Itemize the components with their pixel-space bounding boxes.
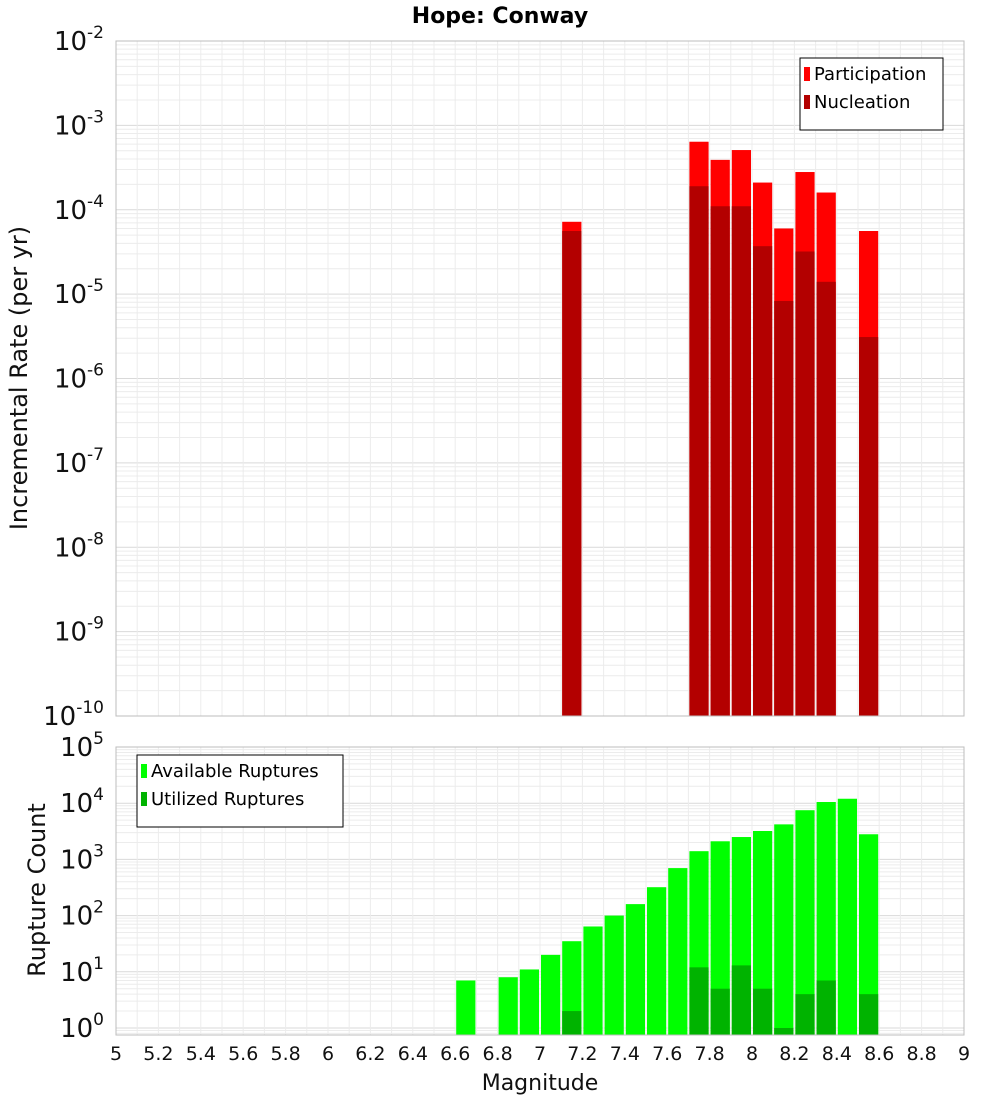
y-tick-labels: 105 104 103 102 101 100 [60,729,104,1044]
x-tick-labels: 5 5.2 5.4 5.6 5.8 6 6.2 6.4 6.6 6.8 7 7.2 7.4 7.6 7.8 8… [110,1043,970,1065]
count-bar-available-ruptures [583,926,603,1035]
rate-bar-nucleation [774,300,794,716]
x-tick-label: 8.6 [864,1043,894,1065]
rate-bar-nucleation [562,230,582,716]
x-tick-label: 7.6 [652,1043,682,1065]
x-tick-label: 8.2 [779,1043,809,1065]
x-tick-label: 7.2 [567,1043,597,1065]
x-tick-label: 5.2 [143,1043,173,1065]
legend-swatch [804,67,810,81]
count-bar-utilized-ruptures [731,965,751,1035]
count-bar-utilized-ruptures [859,994,879,1035]
x-axis-label: Magnitude [482,1071,599,1096]
chart-title: Hope: Conway [412,4,588,29]
x-tick-label: 8.8 [906,1043,936,1065]
count-bar-utilized-ruptures [689,967,709,1035]
y-tick-label: 104 [60,785,104,819]
x-tick-label: 5 [110,1043,122,1065]
series-utilized-ruptures [562,965,879,1035]
legend-entry-utilized-ruptures: Utilized Ruptures [151,789,304,810]
plot-frame [115,40,965,717]
grid [115,40,965,717]
legend: Participation Nucleation [799,57,944,131]
legend-entry-participation: Participation [814,64,926,85]
count-bar-available-ruptures [816,802,836,1035]
x-tick-label: 8.4 [822,1043,852,1065]
count-bar-available-ruptures [647,887,667,1035]
count-bar-available-ruptures [859,834,879,1035]
rate-bar-nucleation [731,206,751,716]
rate-bar-nucleation [710,206,730,716]
count-bar-utilized-ruptures [795,994,815,1035]
x-tick-label: 7.4 [610,1043,640,1065]
x-tick-label: 6.2 [355,1043,385,1065]
series-nucleation [562,186,879,716]
y-tick-label: 100 [60,1010,104,1044]
y-tick-label: 10-3 [54,107,104,141]
y-tick-label: 10-9 [54,614,104,648]
x-tick-label: 8 [746,1043,758,1065]
x-tick-label: 5.4 [186,1043,216,1065]
y-tick-label: 10-8 [54,529,104,563]
y-tick-label: 10-5 [54,276,104,310]
y-tick-label: 101 [60,954,104,988]
y-tick-label: 103 [60,841,104,875]
count-bar-utilized-ruptures [816,980,836,1035]
legend-swatch [141,764,147,778]
rate-bar-nucleation [753,246,773,716]
plot-frame [115,746,965,1036]
bottom-chart-panel: 105 104 103 102 101 100 Available Ruptures Util… [60,729,965,1044]
rate-bar-nucleation [859,337,879,716]
count-bar-available-ruptures [753,831,773,1035]
y-tick-label: 10-10 [43,698,104,732]
legend-swatch [804,95,810,109]
count-bar-utilized-ruptures [753,988,773,1035]
y-tick-label: 10-6 [54,361,104,395]
y-tick-label: 10-4 [54,192,104,226]
count-bar-available-ruptures [774,824,794,1035]
count-bar-available-ruptures [498,977,518,1035]
rate-bar-nucleation [816,281,836,716]
count-bar-available-ruptures [519,969,539,1035]
legend-entry-nucleation: Nucleation [814,92,910,113]
count-bar-available-ruptures [456,980,476,1035]
count-bar-available-ruptures [625,904,645,1035]
legend-box [799,57,944,131]
y-tick-labels: 10-2 10-3 10-4 10-5 10-6 10-7 10-8 10-9 10-10 [43,23,104,732]
x-tick-label: 6 [322,1043,334,1065]
y-tick-label: 10-2 [54,23,104,57]
count-bar-available-ruptures [795,810,815,1035]
rate-bar-nucleation [689,186,709,716]
legend: Available Ruptures Utilized Ruptures [136,754,344,828]
x-tick-label: 6.6 [440,1043,470,1065]
top-chart-panel: 10-2 10-3 10-4 10-5 10-6 10-7 10-8 10-9 10-10 Par… [43,23,965,732]
count-bar-available-ruptures [541,954,561,1035]
count-bar-available-ruptures [837,798,857,1035]
rate-bar-nucleation [795,251,815,716]
x-tick-label: 5.6 [228,1043,258,1065]
x-tick-label: 9 [958,1043,970,1065]
x-tick-label: 7.8 [694,1043,724,1065]
y-tick-label: 105 [60,729,104,763]
count-bar-utilized-ruptures [774,1027,794,1035]
x-tick-label: 6.8 [482,1043,512,1065]
count-bar-available-ruptures [710,841,730,1035]
count-bar-utilized-ruptures [710,988,730,1035]
x-tick-label: 6.4 [398,1043,428,1065]
top-y-axis-label: Incremental Rate (per yr) [5,226,33,530]
legend-swatch [141,792,147,806]
count-bar-utilized-ruptures [562,1011,582,1035]
bottom-y-axis-label: Rupture Count [23,803,51,977]
legend-box [136,754,344,828]
legend-entry-available-ruptures: Available Ruptures [151,761,319,782]
count-bar-available-ruptures [668,868,688,1035]
x-tick-label: 7 [534,1043,546,1065]
x-tick-label: 5.8 [270,1043,300,1065]
count-bar-available-ruptures [604,915,624,1035]
y-tick-label: 10-7 [54,445,104,479]
y-tick-label: 102 [60,898,104,932]
